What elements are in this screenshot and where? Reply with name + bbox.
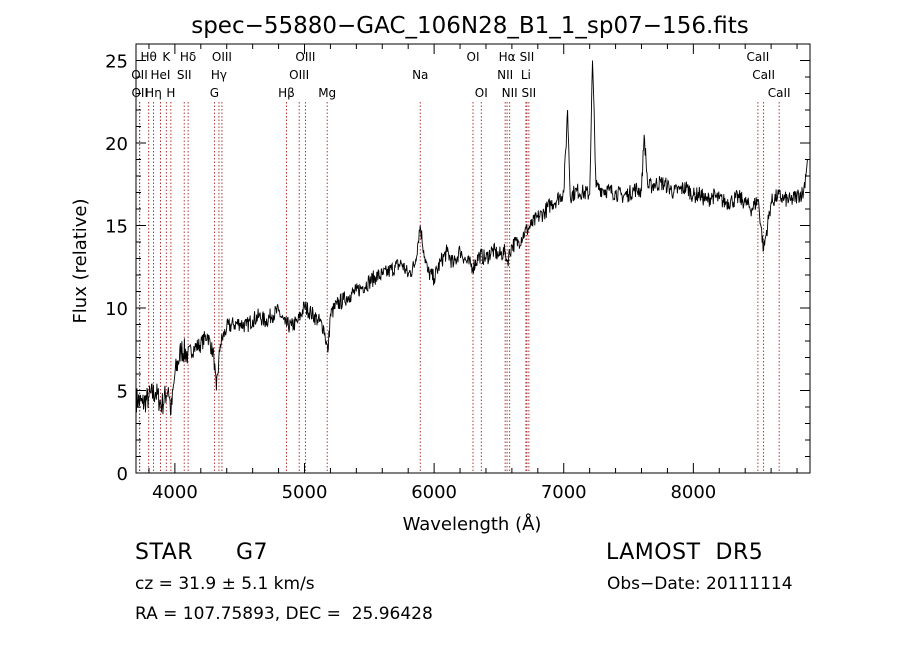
line-label-3: Hη <box>145 86 162 100</box>
line-label-7: Hδ <box>180 50 196 64</box>
spectrum-trace <box>135 60 808 416</box>
line-label-13: OIII <box>295 50 315 64</box>
plot-border <box>135 43 811 474</box>
object-class: STAR <box>135 540 194 565</box>
line-label-6: H <box>166 86 175 100</box>
spectrum-line <box>135 60 808 416</box>
x-tick-label-3: 7000 <box>541 482 587 503</box>
plot-frame <box>135 43 811 474</box>
line-label-1: OII <box>131 68 148 82</box>
line-label-27: CaII <box>768 86 791 100</box>
line-label-14: OIII <box>289 68 309 82</box>
line-label-23: Li <box>521 68 531 82</box>
line-label-10: Hγ <box>211 68 227 82</box>
line-label-4: HeI <box>151 68 171 82</box>
object-subclass: G7 <box>236 540 269 565</box>
line-label-15: Mg <box>318 86 336 100</box>
line-label-25: CaII <box>746 50 769 64</box>
line-label-18: OI <box>475 86 488 100</box>
y-tick-label-2: 10 <box>105 299 128 320</box>
x-tick-label-4: 8000 <box>670 482 716 503</box>
line-label-17: OI <box>467 50 480 64</box>
observation-date: Obs−Date: 20111114 <box>607 574 793 594</box>
line-label-16: Na <box>412 68 428 82</box>
line-label-5: K <box>162 50 171 64</box>
x-tick-label-2: 6000 <box>411 482 457 503</box>
x-tick-label-0: 4000 <box>152 482 198 503</box>
y-tick-label-0: 0 <box>117 464 128 485</box>
line-label-22: SII <box>520 50 535 64</box>
chart-title: spec−55880−GAC_106N28_B1_1_sp07−156.fits <box>191 13 749 39</box>
y-tick-label-1: 5 <box>117 382 128 403</box>
survey-release: LAMOST DR5 <box>606 540 764 565</box>
y-tick-label-3: 15 <box>105 217 128 238</box>
line-label-19: Hα <box>499 50 516 64</box>
y-axis-label: Flux (relative) <box>70 198 91 323</box>
x-axis-label: Wavelength (Å) <box>403 513 542 535</box>
axis-ticks: 4000 5000 6000 7000 8000 0 5 10 15 20 25 <box>105 44 810 503</box>
line-label-8: SII <box>177 68 192 82</box>
line-label-21: NII <box>502 86 518 100</box>
line-label-0: Hθ <box>141 50 157 64</box>
x-tick-label-1: 5000 <box>282 482 328 503</box>
redshift-value: cz = 31.9 ± 5.1 km/s <box>135 574 315 594</box>
sky-coordinates: RA = 107.75893, DEC = 25.96428 <box>135 604 433 624</box>
line-label-9: OIII <box>212 50 232 64</box>
y-tick-label-5: 25 <box>105 52 128 73</box>
y-tick-label-4: 20 <box>105 134 128 155</box>
line-label-11: G <box>210 86 219 100</box>
line-label-26: CaII <box>752 68 775 82</box>
line-label-20: NII <box>497 68 513 82</box>
line-label-12: Hβ <box>278 86 295 100</box>
line-label-24: SII <box>522 86 537 100</box>
